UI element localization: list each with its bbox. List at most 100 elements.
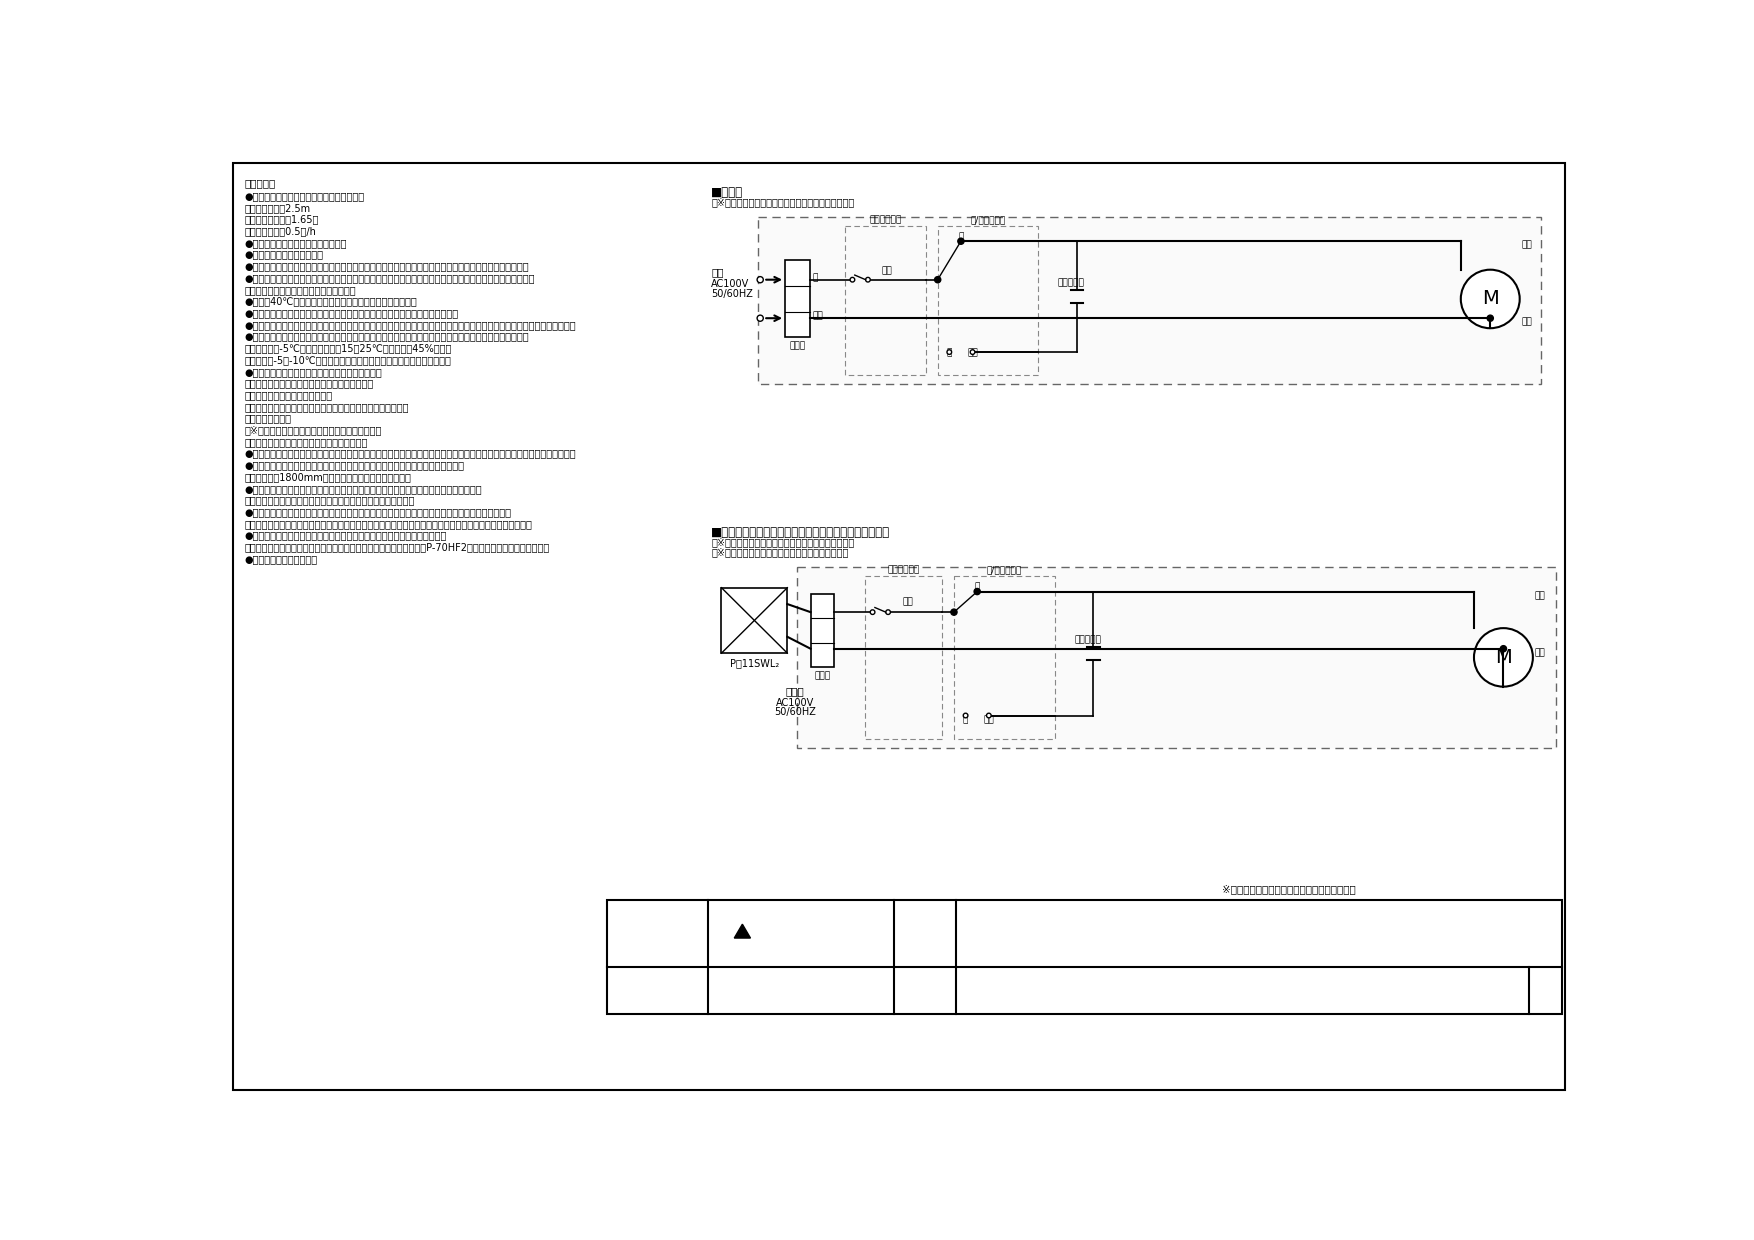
Text: 50/60HZ: 50/60HZ (712, 289, 752, 299)
Text: キ: キ (812, 273, 819, 281)
Text: 端子台: 端子台 (789, 341, 805, 350)
Text: アカ: アカ (1535, 649, 1545, 657)
Bar (845, 226, 926, 376)
Text: 弱: 弱 (963, 715, 968, 724)
Text: （近隣に製品の運転音や冷風感を感じるおそれがあります。）: （近隣に製品の運転音や冷風感を感じるおそれがあります。） (244, 496, 414, 506)
Text: ●給気用フィルターは一部の小さな粒子や虫等が通過する場合があります。: ●給気用フィルターは一部の小さな粒子や虫等が通過する場合があります。 (244, 531, 447, 541)
Bar (938, 226, 1038, 376)
Text: ※太線部分の結線はお客様にて施工してください。: ※太線部分の結線はお客様にて施工してください。 (712, 538, 854, 548)
Text: ●耐湿構造ではありませんので浴室・洗面所等では使用しないでください。感電・故障の原因になります。: ●耐湿構造ではありませんので浴室・洗面所等では使用しないでください。感電・故障の… (244, 262, 528, 272)
Circle shape (975, 589, 979, 594)
Text: アカ: アカ (1521, 317, 1531, 326)
Text: （内蔵のフィルターにて外気からのホコリなどを除去しますが、本体及び周辺が汚れることがあります。）: （内蔵のフィルターにて外気からのホコリなどを除去しますが、本体及び周辺が汚れるこ… (244, 518, 531, 529)
Text: ■結線図: ■結線図 (712, 186, 744, 198)
Text: ●この製品は高所据付用です。またメンテナンスができる位置に装付てください。: ●この製品は高所据付用です。またメンテナンスができる位置に装付てください。 (244, 460, 465, 470)
Bar (607, 899, 1561, 1013)
Text: AC100V: AC100V (712, 279, 749, 289)
Circle shape (935, 277, 940, 283)
Text: ・清掃・点検時: ・清掃・点検時 (244, 413, 291, 424)
Text: コンデンサ: コンデンサ (1073, 635, 1102, 644)
Text: 50/60HZ: 50/60HZ (774, 707, 816, 717)
Circle shape (973, 589, 980, 595)
Text: ●台所など油煙の多い場所や有機溶剤がかかる場所には装付けないでください。: ●台所など油煙の多い場所や有機溶剤がかかる場所には装付けないでください。 (244, 309, 458, 319)
Circle shape (959, 239, 963, 243)
Bar (786, 260, 810, 337)
Text: ●雨水・雪の直接かかる場所では水や雪が浸入することがありますので必ず指定のシステム部材と組合せてご使用ください。: ●雨水・雪の直接かかる場所では水や雪が浸入することがありますので必ず指定のシステ… (244, 320, 575, 330)
Text: NB420021: NB420021 (1154, 973, 1330, 1007)
Text: ※太線部分の結線はお客様にて施工してください。: ※太線部分の結線はお客様にて施工してください。 (712, 197, 854, 207)
Text: ●ベッドの設置場所に配慮し、製品はベッドから離して設置することをおすすめします。: ●ベッドの設置場所に配慮し、製品はベッドから離して設置することをおすすめします。 (244, 484, 482, 494)
Text: 強: 強 (958, 232, 963, 241)
Circle shape (1487, 315, 1493, 321)
Text: 強/弱スイッチ: 強/弱スイッチ (988, 565, 1023, 574)
Text: 強/弱スイッチ: 強/弱スイッチ (970, 216, 1005, 224)
Text: VL－12JV3: VL－12JV3 (1207, 904, 1310, 924)
Text: ●下記のような場合は、運転を停止してください。: ●下記のような場合は、運転を停止してください。 (244, 367, 382, 377)
Text: ●寒冷地では使用しないでください。: ●寒冷地では使用しないでください。 (244, 238, 347, 248)
Circle shape (758, 315, 763, 321)
Text: ●新築住宅で、建材などからの発塗量が多いと、パネル表面に水滴が付くことがありますので布などで拭き取ってください。: ●新築住宅で、建材などからの発塗量が多いと、パネル表面に水滴が付くことがあります… (244, 449, 575, 459)
Circle shape (1500, 646, 1507, 652)
Circle shape (866, 278, 870, 281)
Text: ●高温（40℃以上）になる場所には装付けないでください。: ●高温（40℃以上）になる場所には装付けないでください。 (244, 296, 417, 306)
Text: 電源スイッチ: 電源スイッチ (870, 216, 902, 224)
Text: 整 理 番 号: 整 理 番 号 (907, 986, 942, 996)
Text: より捕集効率を高めるためには、別売の高性能除じんフィルター（P-70HF2）のご使用をおすすめします。: より捕集効率を高めるためには、別売の高性能除じんフィルター（P-70HF2）のご… (244, 542, 549, 552)
Text: ・霜の多いときや、粉雪のとき: ・霜の多いときや、粉雪のとき (244, 391, 332, 401)
Circle shape (870, 610, 875, 615)
Text: シロ: シロ (1521, 241, 1531, 249)
Text: （ボイラー・等などの排気ガスに注意）: （ボイラー・等などの排気ガスに注意） (244, 285, 356, 295)
Circle shape (758, 277, 763, 283)
Text: （一時停止後は、運転を再開してください）: （一時停止後は、運転を再開してください） (244, 436, 367, 446)
Text: M: M (1482, 289, 1498, 309)
Text: ※上記条件以外、運転を停止しないでください。: ※上記条件以外、運転を停止しないでください。 (244, 425, 381, 435)
Circle shape (986, 713, 991, 718)
Text: 電源: 電源 (712, 267, 724, 277)
Text: 作 成 日 付: 作 成 日 付 (637, 983, 677, 997)
Bar (796, 567, 1556, 748)
Text: （壁掛1パイプ取付タイプ・12畳以下用）: （壁掛1パイプ取付タイプ・12畳以下用） (1196, 949, 1321, 959)
Circle shape (958, 238, 965, 244)
Circle shape (1473, 629, 1533, 687)
Circle shape (886, 610, 891, 615)
Text: 2021-02-05: 2021-02-05 (766, 983, 835, 997)
Circle shape (963, 713, 968, 718)
Text: ●内蔵のフィルターがホコリなどで目詰まりしますので、掃除のしやすい場所に設置してください。: ●内蔵のフィルターがホコリなどで目詰まりしますので、掃除のしやすい場所に設置して… (244, 507, 510, 517)
Text: アオ: アオ (984, 715, 995, 724)
Text: ●室外側給気口は、新鮮な空気が取り入れられる位置に設けてください。室内が酸欠になることがあります。: ●室外側給気口は、新鮮な空気が取り入れられる位置に設けてください。室内が酸欠にな… (244, 273, 535, 283)
Text: AC100V: AC100V (775, 698, 814, 708)
Text: ■入切操作を壁スイッチで行なう場合の結線図（参考）: ■入切操作を壁スイッチで行なう場合の結線図（参考） (712, 526, 891, 539)
Text: アオ: アオ (966, 348, 979, 357)
Bar (721, 588, 788, 653)
Text: ●適用最数設定は下記の数値に基づきます。: ●適用最数設定は下記の数値に基づきます。 (244, 191, 365, 201)
Text: J－ファンロスナイミニ（準寒冷地仕様）: J－ファンロスナイミニ（準寒冷地仕様） (1201, 936, 1316, 946)
Text: 2/2: 2/2 (1535, 983, 1556, 997)
Text: ・天井高さ：2.5m: ・天井高さ：2.5m (244, 203, 310, 213)
Text: （室外温度-5℃以下・室内温度15～25℃・室内湿度45%以上）: （室外温度-5℃以下・室内温度15～25℃・室内湿度45%以上） (244, 343, 451, 353)
Polygon shape (735, 924, 751, 937)
Text: アカ: アカ (812, 311, 824, 320)
Text: 電　源: 電 源 (786, 686, 805, 697)
Text: 弱: 弱 (947, 348, 952, 357)
Text: 形 名: 形 名 (916, 928, 933, 940)
Text: 端子台: 端子台 (814, 671, 830, 680)
Text: 電源スイッチ: 電源スイッチ (888, 565, 919, 574)
Bar (810, 594, 833, 667)
Text: 強: 強 (975, 583, 980, 591)
Text: コンデンサ: コンデンサ (1058, 278, 1084, 288)
Text: ●下記環境下で長時間使用しますと、熱交換器が破損したり、本体から結露水が滴下することがあります。: ●下記環境下で長時間使用しますと、熱交換器が破損したり、本体から結露水が滴下する… (244, 331, 528, 341)
Text: モモ: モモ (882, 267, 893, 275)
Text: ●温暖地でも使用できます。: ●温暖地でも使用できます。 (244, 249, 323, 259)
Circle shape (947, 350, 952, 355)
Text: シロ: シロ (1535, 591, 1545, 600)
Text: ●タテ取付はできません。: ●タテ取付はできません。 (244, 554, 317, 564)
Circle shape (851, 278, 854, 281)
Text: モモ: モモ (902, 598, 912, 606)
Text: 第 三 角 法: 第 三 角 法 (637, 928, 677, 940)
Text: ・１畳床面積：1.65㎡: ・１畳床面積：1.65㎡ (244, 215, 319, 224)
Circle shape (1461, 269, 1519, 329)
Text: （ご注意）: （ご注意） (244, 179, 275, 188)
Text: （床面より1800mm以上のメンテナンスに能な位置）: （床面より1800mm以上のメンテナンスに能な位置） (244, 472, 410, 482)
Text: M: M (1494, 647, 1512, 667)
Text: ※強弱の切換は本体スイッチをご使用ください。: ※強弱の切換は本体スイッチをご使用ください。 (712, 548, 849, 558)
